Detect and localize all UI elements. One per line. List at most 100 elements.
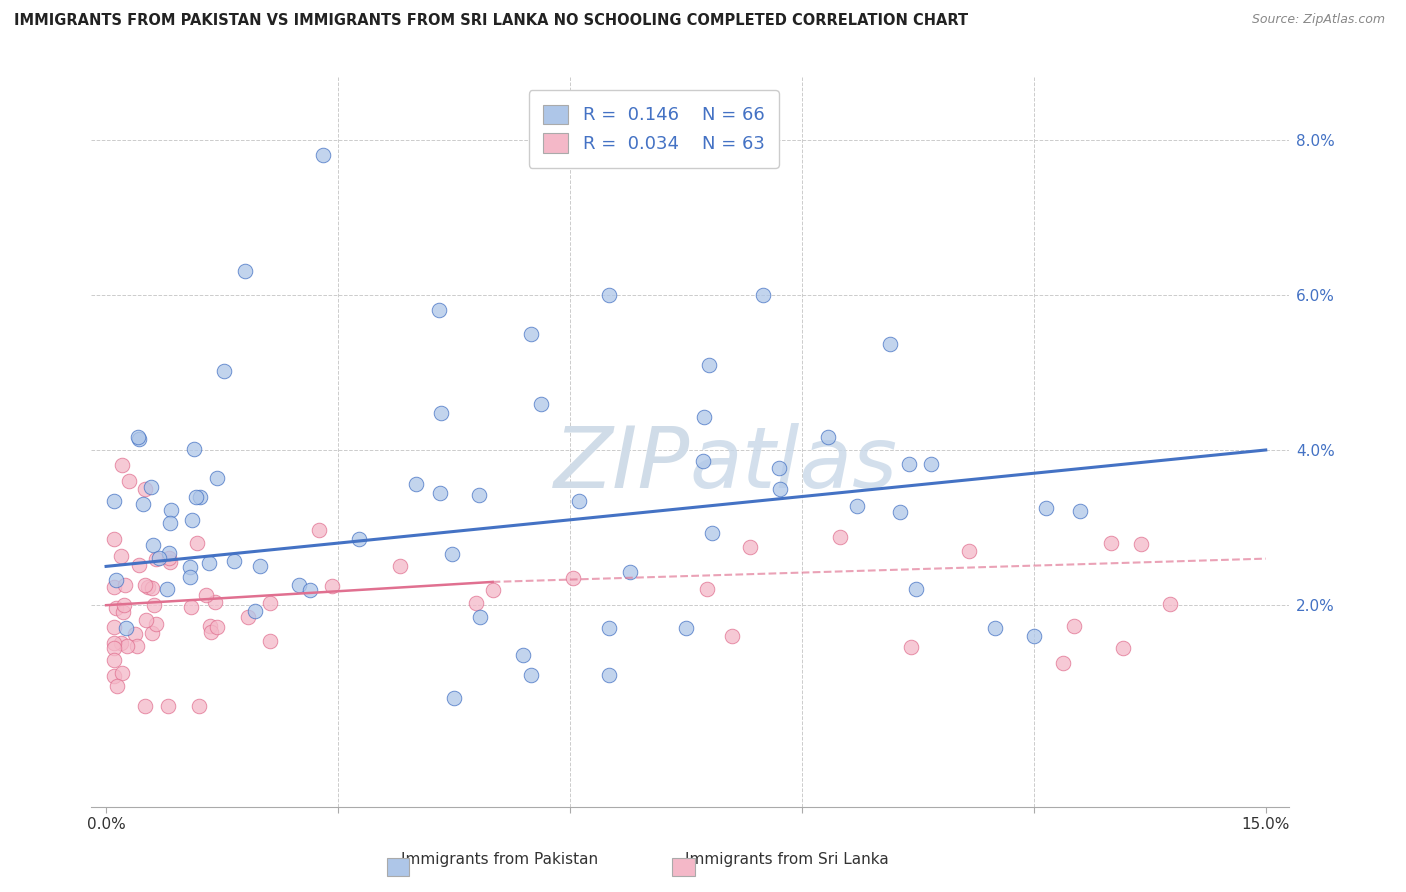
Point [104,573,127,587]
Text: Immigrants from Sri Lanka: Immigrants from Sri Lanka [686,852,889,867]
Point [443,691,465,706]
Point [752,287,775,301]
Point [136,580,159,594]
Point [721,629,744,643]
Point [897,457,920,471]
Point [465,596,488,610]
Point [117,639,139,653]
Point [321,578,343,592]
Point [134,699,156,714]
Point [298,583,321,598]
Point [143,598,166,612]
Point [236,609,259,624]
Point [198,557,221,571]
Point [179,559,201,574]
Point [128,558,150,573]
Point [675,622,697,636]
Point [104,600,127,615]
Point [700,526,723,541]
Point [103,580,125,594]
Point [879,337,901,351]
Point [288,578,311,592]
Point [134,578,156,592]
Point [103,641,125,656]
Point [118,474,141,488]
Point [127,430,149,444]
Point [957,544,980,558]
Point [110,549,132,563]
Point [427,303,450,318]
Point [738,540,761,554]
Point [1159,598,1181,612]
Point [110,458,132,473]
Point [311,148,333,162]
Point [429,486,451,500]
Point [349,532,371,546]
Point [768,460,790,475]
Point [249,559,271,574]
Text: ZIP: ZIP [554,423,690,506]
Point [107,679,129,693]
Point [468,610,491,624]
Point [598,622,620,636]
Point [114,578,136,592]
Point [180,600,202,615]
Point [1052,656,1074,670]
Point [259,596,281,610]
Point [467,488,489,502]
Point [512,648,534,662]
Point [693,409,716,424]
Point [103,653,125,667]
Point [205,471,228,485]
Point [481,582,503,597]
Text: atlas: atlas [690,423,898,506]
Point [233,264,256,278]
Point [183,442,205,457]
Point [828,530,851,544]
Point [142,538,165,552]
Point [900,640,922,654]
Point [204,595,226,609]
Point [128,432,150,446]
Point [103,493,125,508]
Point [388,559,411,574]
Point [1022,629,1045,643]
Point [110,636,132,650]
Point [243,604,266,618]
Point [159,546,181,560]
Point [103,620,125,634]
Point [156,699,179,714]
Text: Immigrants from Pakistan: Immigrants from Pakistan [401,852,598,867]
Point [520,326,543,341]
Point [103,668,125,682]
Point [115,621,138,635]
Point [207,620,229,634]
Point [186,535,208,549]
Point [200,625,222,640]
Point [692,454,714,468]
Point [598,287,620,301]
Point [1099,536,1122,550]
Point [160,502,183,516]
Point [568,494,591,508]
Point [194,588,217,602]
Point [148,550,170,565]
Point [159,556,181,570]
Point [769,482,792,496]
Point [188,490,211,504]
Point [520,668,543,682]
Point [697,358,720,372]
Point [598,668,620,682]
Point [429,406,451,420]
Point [198,619,221,633]
Point [141,626,163,640]
Legend: R =  0.146    N = 66, R =  0.034    N = 63: R = 0.146 N = 66, R = 0.034 N = 63 [529,90,779,168]
Point [112,598,135,612]
Point [441,547,464,561]
Point [530,397,553,411]
Point [139,480,162,494]
Point [1035,501,1057,516]
Point [180,513,202,527]
Point [1130,537,1153,551]
Point [156,582,179,597]
